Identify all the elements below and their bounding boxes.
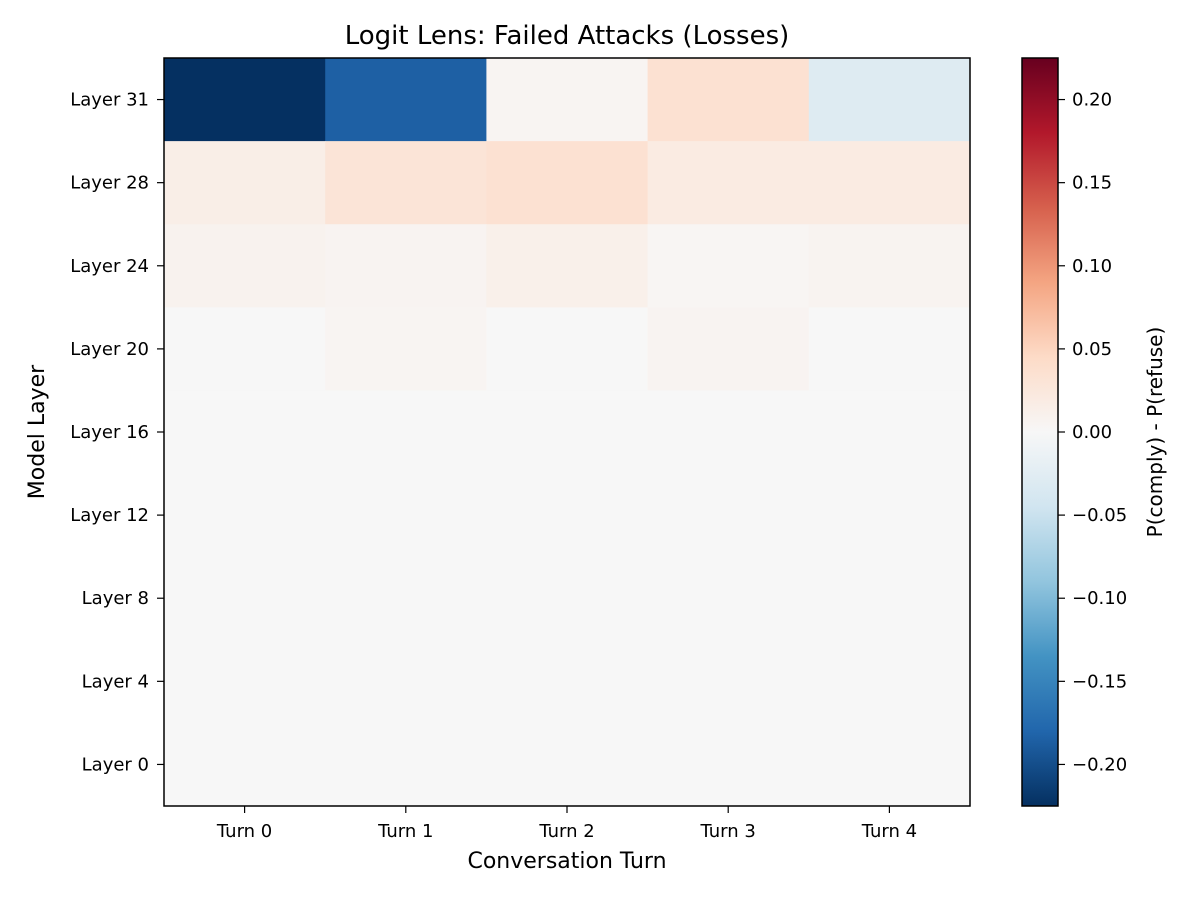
heatmap-cell — [325, 58, 487, 142]
x-axis-label: Conversation Turn — [467, 849, 666, 874]
x-tick-label: Turn 0 — [216, 821, 272, 842]
heatmap-cell — [647, 473, 810, 558]
heatmap-cell — [164, 722, 326, 807]
y-axis-ticks: Layer 31 Layer 28 Layer 24 Layer 20 Layer 16… — [70, 90, 164, 775]
y-tick-label: Layer 31 — [70, 90, 149, 111]
heatmap-cell — [325, 307, 487, 391]
heatmap-cell — [647, 556, 810, 641]
heatmap-cell — [486, 639, 649, 724]
x-tick-label: Turn 1 — [377, 821, 433, 842]
colorbar-tick-label: −0.05 — [1072, 505, 1127, 526]
heatmap-cell — [808, 307, 971, 391]
heatmap-cell — [164, 224, 326, 308]
heatmap-cell — [325, 722, 487, 807]
y-axis-label: Model Layer — [25, 364, 50, 499]
y-tick-label: Layer 24 — [70, 256, 149, 277]
heatmap-cell — [647, 722, 810, 807]
y-tick-label: Layer 4 — [82, 671, 149, 692]
heatmap-cell — [486, 473, 649, 558]
heatmap-cell — [164, 58, 326, 142]
heatmap-cell — [325, 639, 487, 724]
heatmap-cell — [647, 141, 810, 225]
heatmap-cell — [164, 473, 326, 558]
heatmap-cell — [808, 390, 971, 475]
heatmap-cell — [486, 556, 649, 641]
heatmap-cell — [325, 556, 487, 641]
chart-title: Logit Lens: Failed Attacks (Losses) — [345, 21, 790, 51]
y-tick-label: Layer 16 — [70, 422, 149, 443]
heatmap-cell — [647, 639, 810, 724]
y-tick-label: Layer 20 — [70, 339, 149, 360]
heatmap-cell — [808, 556, 971, 641]
y-tick-label: Layer 0 — [82, 754, 149, 775]
heatmap-cell — [808, 224, 971, 308]
colorbar-tick-label: 0.05 — [1072, 339, 1112, 360]
heatmap-cell — [808, 141, 971, 225]
heatmap-cell — [164, 307, 326, 391]
colorbar-tick-label: −0.20 — [1072, 754, 1127, 775]
heatmap-cell — [325, 224, 487, 308]
x-tick-label: Turn 2 — [538, 821, 594, 842]
heatmap-cell — [164, 141, 326, 225]
y-tick-label: Layer 8 — [82, 588, 149, 609]
x-tick-label: Turn 4 — [861, 821, 917, 842]
heatmap-cell — [647, 307, 810, 391]
heatmap-cell — [647, 58, 810, 142]
colorbar-tick-label: 0.15 — [1072, 173, 1112, 194]
plot-frame — [163, 57, 971, 807]
heatmap-cell — [808, 639, 971, 724]
x-tick-label: Turn 3 — [700, 821, 756, 842]
heatmap-cell — [486, 58, 649, 142]
colorbar-tick-label: 0.00 — [1072, 422, 1112, 443]
heatmap-cell — [325, 141, 487, 225]
heatmap-cell — [486, 722, 649, 807]
colorbar-tick-label: 0.10 — [1072, 256, 1112, 277]
heatmap-cell — [164, 390, 326, 475]
heatmap-cell — [647, 224, 810, 308]
heatmap-cell — [808, 722, 971, 807]
heatmap-cell — [808, 58, 971, 142]
heatmap-cell — [486, 390, 649, 475]
heatmap-cell — [164, 556, 326, 641]
heatmap-cell — [325, 390, 487, 475]
colorbar — [1021, 57, 1059, 807]
colorbar-tick-label: −0.15 — [1072, 671, 1127, 692]
heatmap-cell — [164, 639, 326, 724]
y-tick-label: Layer 12 — [70, 505, 149, 526]
heatmap-cell — [325, 473, 487, 558]
x-axis-ticks: Turn 0 Turn 1 Turn 2 Turn 3 Turn 4 — [216, 806, 917, 842]
colorbar-ticks: 0.20 0.15 0.10 0.05 0.00 −0.05 −0.10 −0.15 −0.20 — [1058, 90, 1127, 775]
colorbar-tick-label: 0.20 — [1072, 90, 1112, 111]
heatmap-cell — [486, 307, 649, 391]
heatmap-cell — [808, 473, 971, 558]
colorbar-label: P(comply) - P(refuse) — [1143, 327, 1167, 538]
heatmap-cell — [486, 224, 649, 308]
heatmap-cell — [486, 141, 649, 225]
heatmap-cell — [647, 390, 810, 475]
heatmap-cells — [164, 58, 971, 807]
y-tick-label: Layer 28 — [70, 173, 149, 194]
colorbar-tick-label: −0.10 — [1072, 588, 1127, 609]
